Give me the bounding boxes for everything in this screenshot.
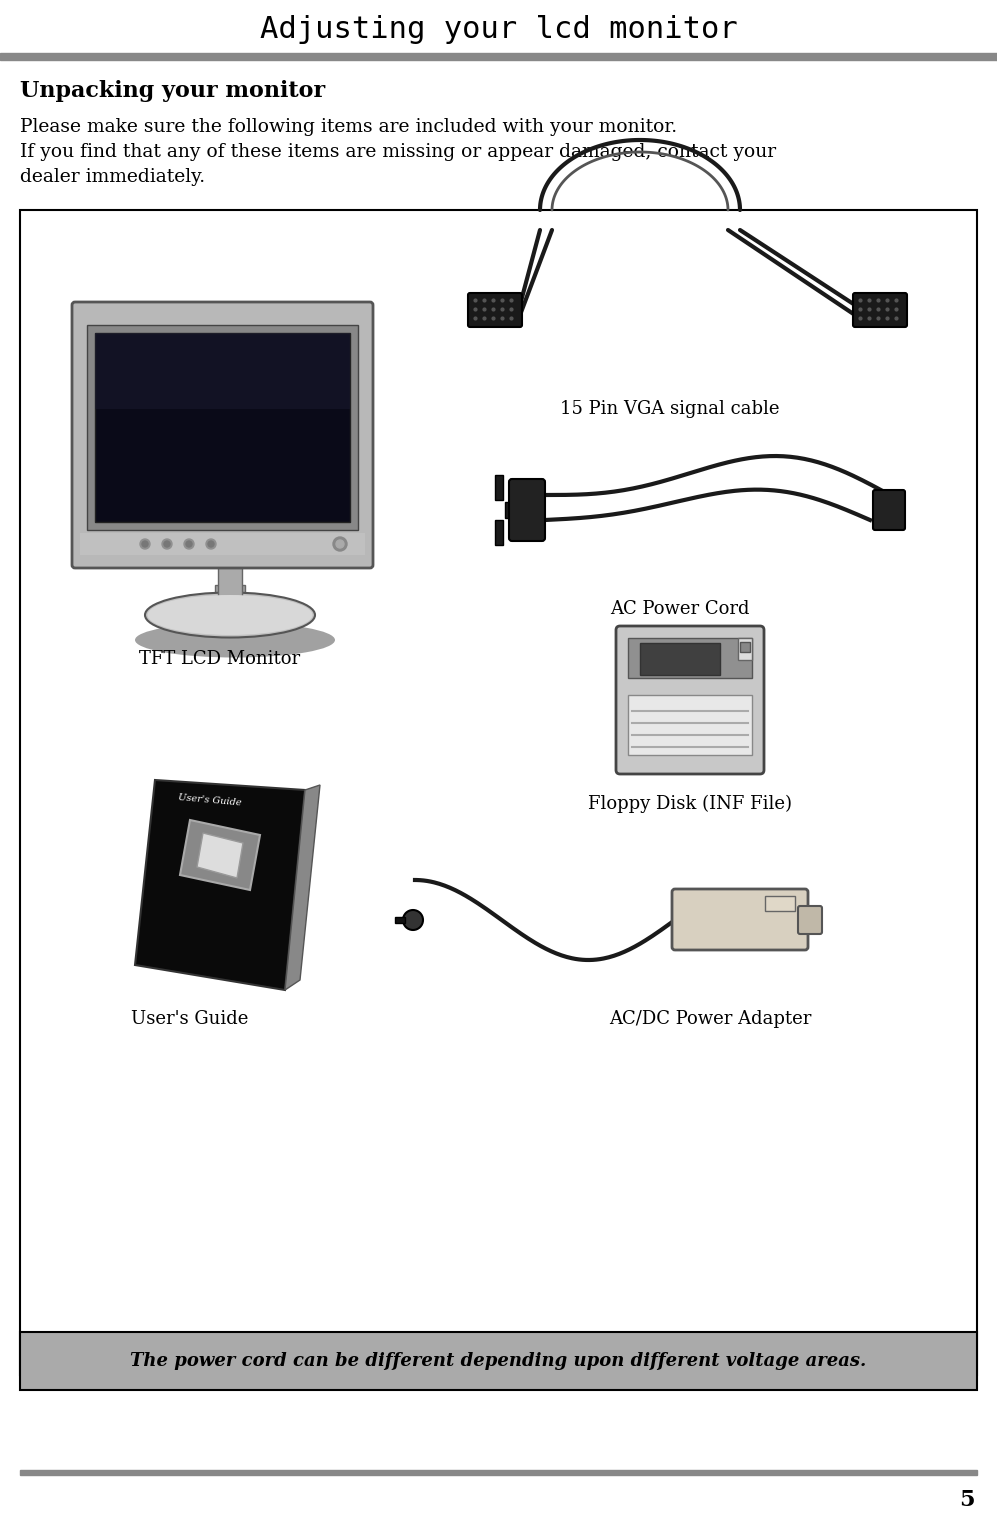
Text: The power cord can be different depending upon different voltage areas.: The power cord can be different dependin…: [130, 1353, 866, 1369]
Bar: [95, 333, 350, 522]
FancyBboxPatch shape: [873, 490, 905, 530]
Bar: [740, 642, 750, 652]
Text: TFT LCD Monitor: TFT LCD Monitor: [140, 651, 300, 669]
Text: Floppy Disk (INF File): Floppy Disk (INF File): [588, 794, 792, 814]
FancyBboxPatch shape: [672, 890, 808, 950]
FancyBboxPatch shape: [798, 906, 822, 934]
Bar: [215, 586, 245, 635]
Polygon shape: [180, 820, 260, 890]
Text: User's Guide: User's Guide: [132, 1011, 248, 1027]
Ellipse shape: [148, 595, 312, 635]
Bar: [640, 643, 720, 675]
FancyBboxPatch shape: [853, 294, 907, 327]
Bar: [628, 694, 752, 755]
Text: AC/DC Power Adapter: AC/DC Power Adapter: [609, 1011, 812, 1027]
Circle shape: [142, 542, 148, 548]
Bar: [20, 1331, 977, 1390]
FancyBboxPatch shape: [72, 303, 373, 567]
Bar: [628, 638, 752, 678]
Text: Unpacking your monitor: Unpacking your monitor: [20, 80, 325, 101]
Circle shape: [208, 542, 214, 548]
Bar: [218, 560, 242, 601]
FancyBboxPatch shape: [616, 626, 764, 775]
Bar: [80, 533, 365, 555]
Bar: [395, 917, 405, 923]
Text: User's Guide: User's Guide: [178, 793, 242, 808]
Bar: [765, 896, 795, 911]
Ellipse shape: [135, 622, 335, 658]
Bar: [87, 325, 358, 530]
FancyBboxPatch shape: [509, 480, 545, 542]
Text: 15 Pin VGA signal cable: 15 Pin VGA signal cable: [560, 399, 780, 418]
Bar: [20, 1471, 977, 1475]
Text: dealer immediately.: dealer immediately.: [20, 168, 205, 186]
Circle shape: [164, 542, 170, 548]
Text: 5: 5: [959, 1489, 975, 1511]
Bar: [20, 210, 977, 1375]
Bar: [95, 333, 350, 409]
Text: AC Power Cord: AC Power Cord: [610, 601, 750, 617]
Circle shape: [333, 537, 347, 551]
Circle shape: [140, 539, 150, 549]
Circle shape: [184, 539, 194, 549]
Circle shape: [206, 539, 216, 549]
Bar: [0, 53, 997, 61]
Circle shape: [403, 909, 423, 930]
FancyBboxPatch shape: [468, 294, 522, 327]
Bar: [738, 638, 752, 660]
Bar: [495, 520, 503, 545]
Circle shape: [336, 540, 344, 548]
Circle shape: [162, 539, 172, 549]
Text: Please make sure the following items are included with your monitor.: Please make sure the following items are…: [20, 118, 677, 136]
Ellipse shape: [145, 593, 315, 637]
Bar: [505, 502, 513, 517]
Circle shape: [186, 542, 192, 548]
Polygon shape: [197, 834, 243, 878]
Bar: [495, 475, 503, 499]
Text: Adjusting your lcd monitor: Adjusting your lcd monitor: [259, 15, 738, 44]
Polygon shape: [135, 781, 305, 990]
Polygon shape: [285, 785, 320, 990]
Text: If you find that any of these items are missing or appear damaged, contact your: If you find that any of these items are …: [20, 144, 776, 160]
